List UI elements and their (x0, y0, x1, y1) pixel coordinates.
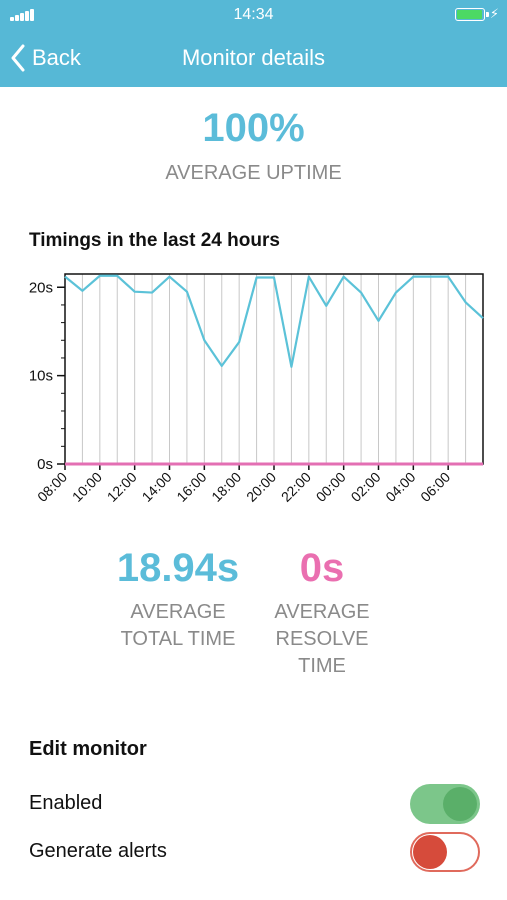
generate-alerts-label: Generate alerts (29, 840, 167, 862)
battery-icon (455, 8, 489, 21)
y-tick-label: 20s (29, 279, 53, 296)
average-total-time: 18.94s AVERAGE TOTAL TIME (96, 546, 260, 653)
chevron-left-icon (11, 44, 25, 72)
timings-chart: 0s 10s 20s 08:00 10:00 12:00 14:00 16:00 18:00 20… (0, 262, 507, 532)
back-button[interactable]: Back (10, 42, 81, 74)
edit-monitor-heading: Edit monitor (29, 738, 147, 760)
x-tick-label: 04:00 (382, 469, 418, 505)
toggle-knob (443, 787, 477, 821)
status-time: 14:34 (233, 6, 274, 23)
y-tick-label: 10s (29, 368, 53, 385)
enabled-toggle[interactable] (410, 784, 480, 824)
average-resolve-time-label: AVERAGE RESOLVE TIME (274, 601, 370, 677)
timings-chart-svg: 0s 10s 20s 08:0010:0012:0014:0016:0018:0020… (29, 273, 484, 505)
x-tick-label: 20:00 (243, 469, 279, 505)
average-total-time-value: 18.94s (116, 546, 240, 590)
x-tick-label: 22:00 (278, 469, 314, 505)
y-tick-label: 0s (37, 456, 53, 473)
chart-title: Timings in the last 24 hours (29, 230, 280, 251)
uptime-value: 100% (202, 106, 305, 150)
average-resolve-time-value: 0s (299, 546, 345, 590)
x-tick-label: 18:00 (208, 469, 244, 505)
back-label: Back (32, 45, 81, 70)
x-tick-label: 16:00 (173, 469, 209, 505)
x-tick-label: 14:00 (139, 469, 175, 505)
x-tick-label: 00:00 (313, 469, 349, 505)
x-tick-label: 06:00 (417, 469, 453, 505)
signal-icon (10, 9, 34, 21)
average-total-time-label: AVERAGE TOTAL TIME (120, 601, 236, 650)
toggle-knob (413, 835, 447, 869)
nav-bar: Back Monitor details (0, 30, 507, 87)
average-resolve-time: 0s AVERAGE RESOLVE TIME (262, 546, 382, 680)
uptime-label: AVERAGE UPTIME (165, 162, 342, 184)
x-tick-label: 10:00 (69, 469, 105, 505)
generate-alerts-toggle[interactable] (410, 832, 480, 872)
charging-icon: ⚡ (489, 6, 499, 21)
x-tick-label: 02:00 (348, 469, 384, 505)
app-header: 14:34 ⚡ Back Monitor details (0, 0, 507, 87)
status-bar: 14:34 ⚡ (0, 0, 507, 30)
x-tick-label: 12:00 (104, 469, 140, 505)
series-line (64, 274, 484, 368)
enabled-label: Enabled (29, 792, 103, 814)
x-tick-label: 08:00 (34, 469, 70, 505)
